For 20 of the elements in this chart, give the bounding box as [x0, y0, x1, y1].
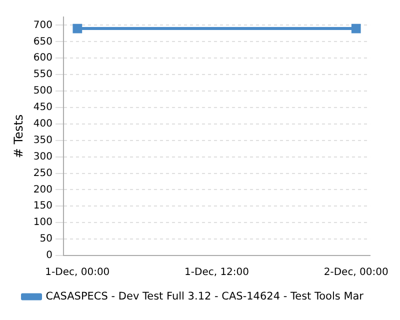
y-tick-label: 600 — [33, 52, 52, 64]
y-axis-title: # Tests — [11, 114, 26, 158]
y-tick-label: 500 — [33, 86, 52, 97]
y-tick-label: 350 — [33, 134, 52, 146]
y-tick-label: 200 — [33, 184, 52, 196]
y-tick-label: 100 — [33, 217, 52, 228]
y-tick-label: 300 — [33, 151, 52, 162]
x-tick-label: 1-Dec, 00:00 — [45, 267, 110, 278]
x-tick-label: 2-Dec, 00:00 — [324, 267, 388, 278]
x-tick-label: 1-Dec, 12:00 — [184, 267, 250, 278]
y-tick-label: 150 — [33, 200, 52, 212]
y-tick-label: 400 — [33, 118, 52, 130]
y-tick-label: 450 — [33, 102, 52, 114]
y-tick-label: 0 — [46, 250, 52, 262]
y-tick-label: 700 — [33, 20, 52, 31]
y-tick-label: 650 — [33, 36, 52, 48]
legend-label: CASASPECS - Dev Test Full 3.12 - CAS-14624 - Test Tools Mar — [46, 290, 364, 302]
y-tick-label: 550 — [33, 69, 52, 80]
y-tick-label: 250 — [33, 168, 52, 179]
y-tick-label: 50 — [40, 234, 52, 245]
